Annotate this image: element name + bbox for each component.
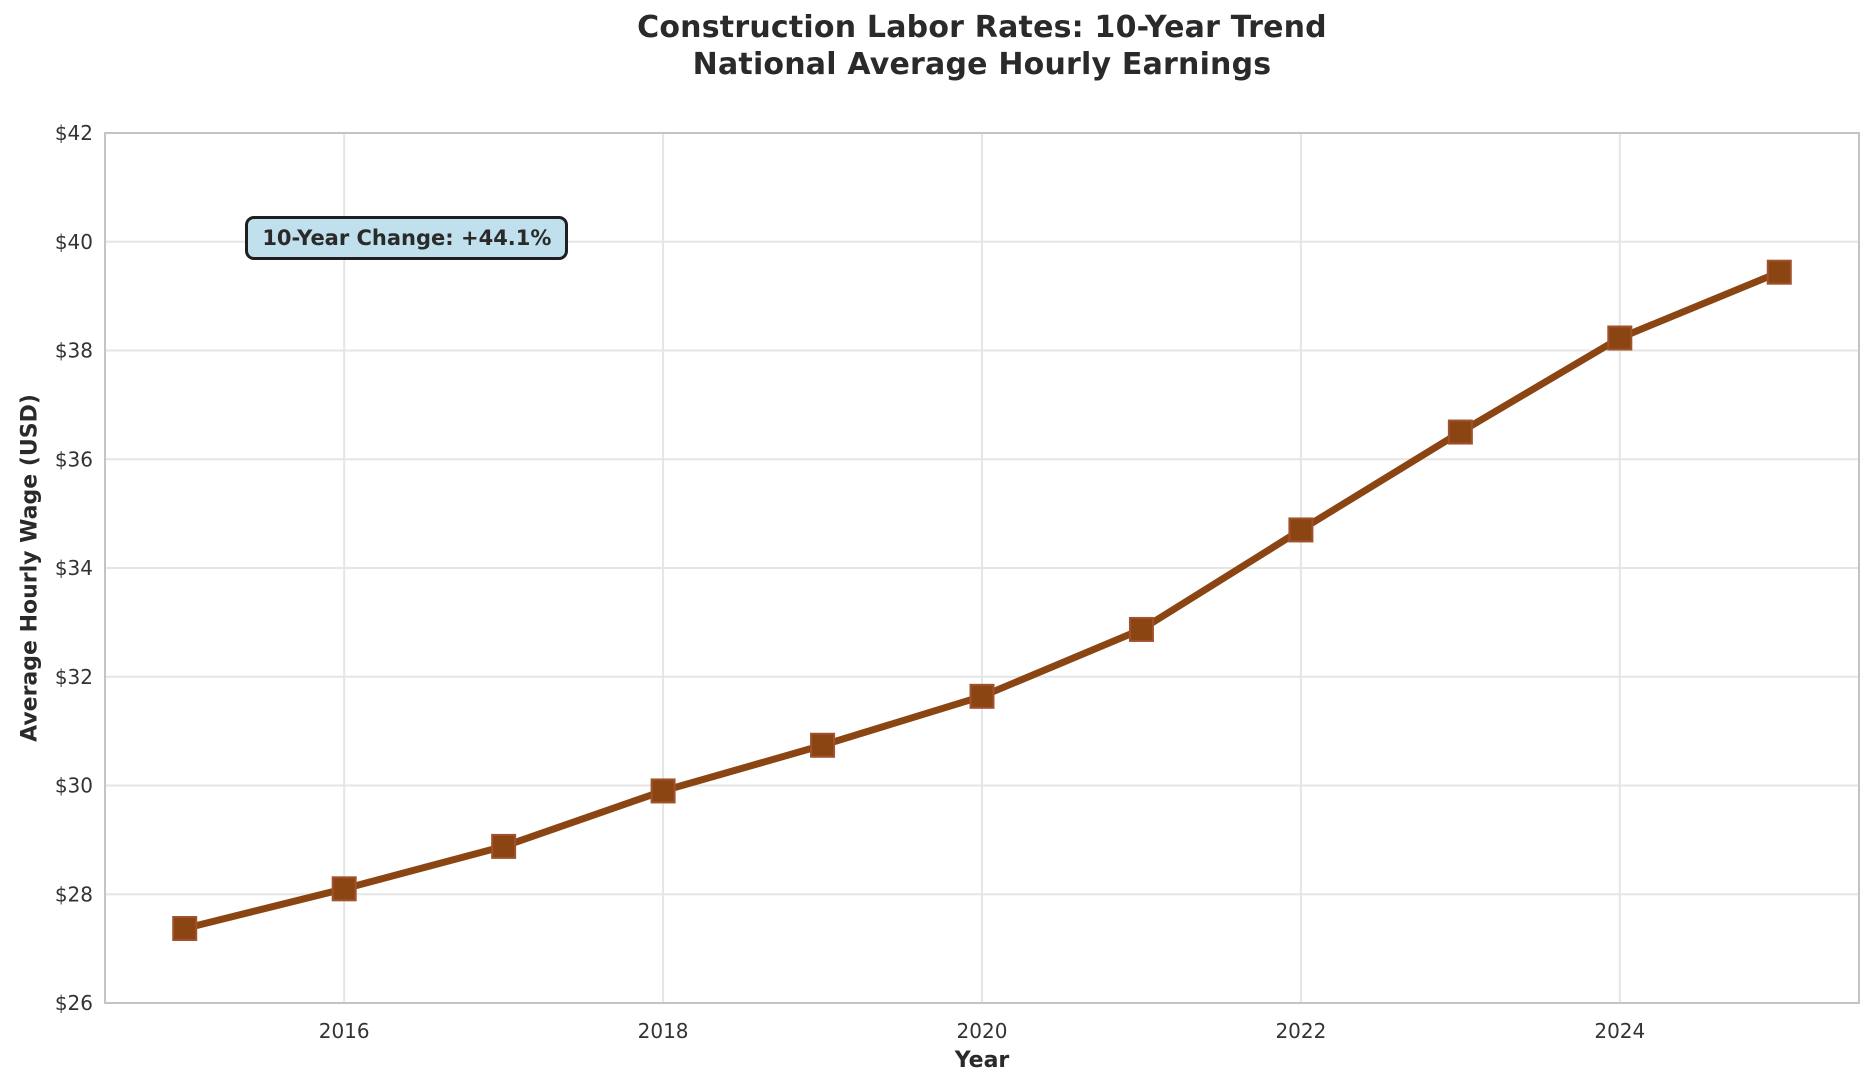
- data-point-marker: [1766, 259, 1792, 285]
- y-tick-label: $36: [55, 447, 93, 471]
- data-point-marker: [650, 778, 676, 804]
- data-point-marker: [1288, 517, 1314, 543]
- y-tick-label: $34: [55, 556, 93, 580]
- x-tick-label: 2022: [1275, 1019, 1326, 1043]
- data-point-marker: [1447, 419, 1473, 445]
- x-axis-label: Year: [954, 1048, 1010, 1073]
- chart-title: Construction Labor Rates: 10-Year Trend: [637, 10, 1327, 45]
- y-tick-label: $38: [55, 339, 93, 363]
- data-point-marker: [172, 916, 198, 942]
- y-tick-label: $30: [55, 774, 93, 798]
- y-tick-label: $42: [55, 121, 93, 145]
- chart-subtitle: National Average Hourly Earnings: [692, 47, 1272, 82]
- y-tick-label: $32: [55, 665, 93, 689]
- x-tick-label: 2016: [319, 1019, 370, 1043]
- y-tick-label: $26: [55, 991, 93, 1015]
- y-tick-label: $40: [55, 230, 93, 254]
- y-tick-label: $28: [55, 882, 93, 906]
- y-axis-label: Average Hourly Wage (USD): [17, 394, 43, 742]
- annotation-badge: 10-Year Change: +44.1%: [245, 216, 569, 261]
- data-point-marker: [969, 683, 995, 709]
- data-point-marker: [331, 876, 357, 902]
- plot-border: [104, 132, 1860, 1004]
- x-tick-label: 2024: [1594, 1019, 1645, 1043]
- x-tick-label: 2018: [638, 1019, 689, 1043]
- data-point-marker: [491, 833, 517, 859]
- data-point-marker: [1128, 616, 1154, 642]
- data-point-marker: [810, 732, 836, 758]
- data-point-marker: [1607, 325, 1633, 351]
- x-tick-label: 2020: [957, 1019, 1008, 1043]
